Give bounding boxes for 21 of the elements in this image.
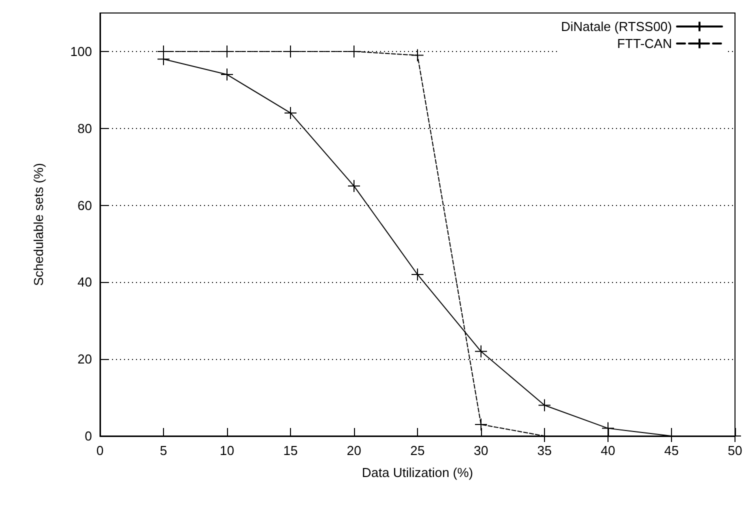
x-tick-label: 5 xyxy=(160,443,168,458)
y-tick-label: 40 xyxy=(78,274,92,290)
x-tick-label: 15 xyxy=(283,443,298,458)
x-tick-label: 10 xyxy=(220,443,234,458)
y-tick-label: 0 xyxy=(84,428,92,444)
x-tick-label: 25 xyxy=(410,443,425,458)
x-tick-label: 40 xyxy=(600,443,616,458)
y-tick-label: 60 xyxy=(78,198,92,213)
x-tick-label: 35 xyxy=(537,443,552,458)
legend-label: FTT-CAN xyxy=(617,36,672,51)
y-axis-title: Schedulable sets (%) xyxy=(31,163,46,286)
x-tick-label: 50 xyxy=(728,443,742,458)
y-tick-label: 20 xyxy=(78,352,92,367)
x-tick-label: 20 xyxy=(346,443,362,458)
x-axis-title: Data Utilization (%) xyxy=(362,465,474,480)
x-tick-label: 0 xyxy=(96,443,104,458)
x-tick-label: 30 xyxy=(474,443,488,458)
x-tick-label: 45 xyxy=(664,443,679,458)
y-tick-label: 100 xyxy=(70,44,92,59)
legend-label: DiNatale (RTSS00) xyxy=(560,19,672,34)
y-tick-label: 80 xyxy=(78,120,92,136)
